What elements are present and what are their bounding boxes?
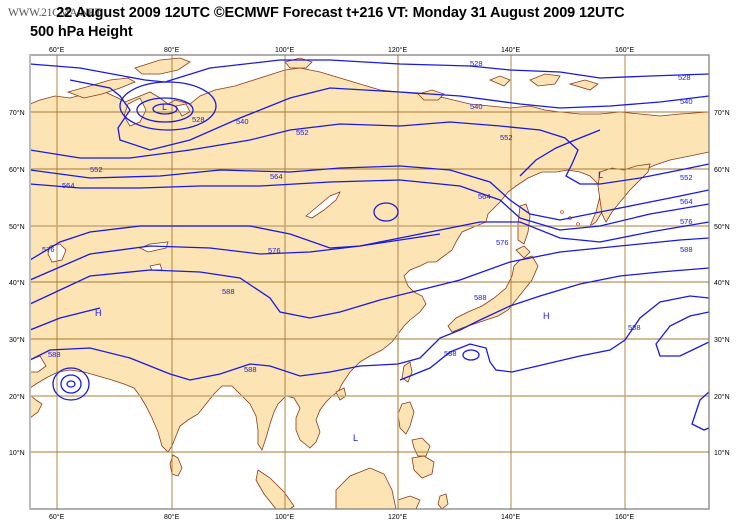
latitude-labels-left: 70°N 60°N 50°N 40°N 30°N 20°N 10°N [9, 109, 25, 457]
contour-label-576: 576 [268, 246, 281, 255]
lon-label: 100°E [275, 513, 294, 521]
lon-label: 140°E [501, 46, 520, 54]
contour-label-552: 552 [500, 133, 513, 142]
land-masses [30, 57, 709, 509]
contour-label-552: 552 [90, 165, 103, 174]
latitude-labels-right: 70°N 60°N 50°N 40°N 30°N 20°N 10°N [714, 109, 730, 457]
title-line-2: 500 hPa Height [30, 24, 133, 40]
lat-label: 60°N [714, 166, 730, 174]
lat-label: 10°N [714, 449, 730, 457]
contour-label-528: 528 [470, 59, 483, 68]
low-center-marker: L [598, 170, 603, 180]
lon-label: 60°E [49, 513, 65, 521]
contour-label-552: 552 [296, 128, 309, 137]
lon-label: 80°E [164, 513, 180, 521]
lat-label: 30°N [714, 336, 730, 344]
lon-label: 100°E [275, 46, 294, 54]
contour-label-564: 564 [680, 197, 693, 206]
lat-label: 10°N [9, 449, 25, 457]
lon-label: 160°E [615, 513, 634, 521]
lon-label: 80°E [164, 46, 180, 54]
contour-labels: 528 528 528 540 540 540 552 552 552 552 … [42, 59, 693, 374]
contour-label-576: 576 [680, 217, 693, 226]
contour-label-576: 576 [42, 245, 55, 254]
high-center-marker: H [95, 308, 102, 318]
contour-label-528: 528 [678, 73, 691, 82]
lat-label: 30°N [9, 336, 25, 344]
lat-label: 70°N [714, 109, 730, 117]
contour-label-588: 588 [680, 245, 693, 254]
contour-label-540: 540 [236, 117, 249, 126]
contour-label-588: 588 [444, 349, 457, 358]
contour-label-588: 588 [48, 350, 61, 359]
lat-label: 20°N [714, 393, 730, 401]
lat-label: 20°N [9, 393, 25, 401]
contour-label-588: 588 [244, 365, 257, 374]
contour-label-564: 564 [270, 172, 283, 181]
contour-label-564: 564 [478, 192, 491, 201]
lon-label: 120°E [388, 513, 407, 521]
lat-label: 60°N [9, 166, 25, 174]
contour-label-588: 588 [474, 293, 487, 302]
contour-label-528: 528 [192, 115, 205, 124]
contour-label-540: 540 [470, 102, 483, 111]
lon-label: 120°E [388, 46, 407, 54]
pressure-centers: L L H H L [95, 102, 603, 443]
high-center-marker: H [543, 311, 550, 321]
lat-label: 50°N [714, 223, 730, 231]
contour-label-588: 588 [222, 287, 235, 296]
watermark: WWW.21CMA.NET [8, 7, 102, 19]
low-center-marker: L [353, 433, 358, 443]
contour-label-540: 540 [680, 97, 693, 106]
lon-label: 160°E [615, 46, 634, 54]
low-center-marker: L [162, 102, 167, 112]
lat-label: 70°N [9, 109, 25, 117]
contour-label-576: 576 [496, 238, 509, 247]
lon-label: 60°E [49, 46, 65, 54]
lon-label: 140°E [501, 513, 520, 521]
title-text: 22 August 2009 12UTC ©ECMWF Forecast t+2… [56, 5, 625, 21]
lat-label: 50°N [9, 223, 25, 231]
contour-label-552: 552 [680, 173, 693, 182]
longitude-labels-bottom: 60°E 80°E 100°E 120°E 140°E 160°E [49, 513, 634, 521]
contour-label-588: 588 [628, 323, 641, 332]
longitude-labels-top: 60°E 80°E 100°E 120°E 140°E 160°E [49, 46, 634, 54]
title-line-1: Sat 22 August 2009 12UTC ©ECMWF Forecast… [30, 5, 624, 21]
lat-label: 40°N [9, 279, 25, 287]
contour-label-564: 564 [62, 181, 75, 190]
lat-label: 40°N [714, 279, 730, 287]
height-contours [30, 59, 709, 431]
